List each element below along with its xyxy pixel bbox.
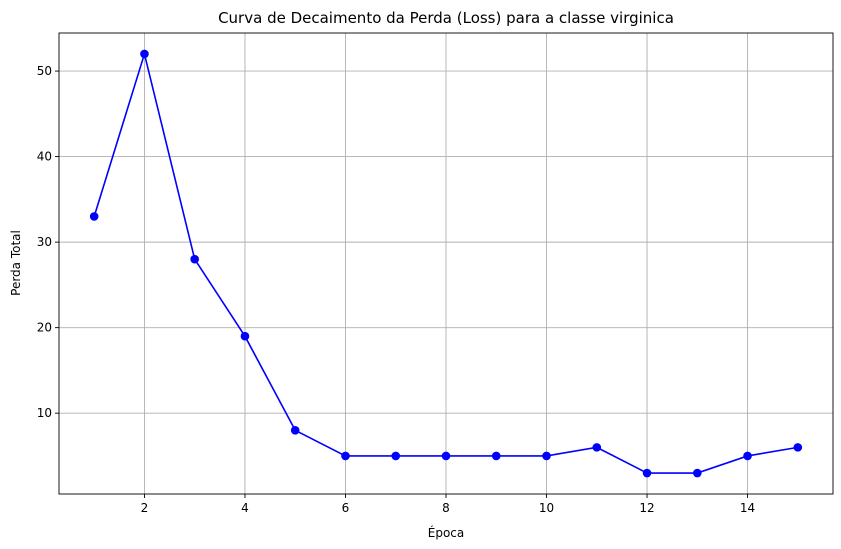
y-tick-label: 30	[37, 235, 52, 249]
ticks: 2 4 6 8 10 12 14 10 20 30 40 50	[37, 64, 755, 515]
loss-point	[441, 451, 451, 461]
x-tick-label: 14	[740, 501, 755, 515]
series-layer	[89, 49, 803, 478]
loss-point	[89, 212, 99, 221]
grid	[59, 33, 833, 494]
x-tick-label: 2	[141, 501, 149, 515]
loss-point	[542, 451, 551, 461]
x-tick-label: 6	[342, 501, 350, 515]
loss-point	[743, 451, 752, 461]
x-tick-label: 4	[241, 501, 249, 515]
loss-point	[692, 468, 702, 478]
loss-point	[491, 451, 501, 461]
loss-point	[793, 443, 803, 452]
x-tick-label: 12	[639, 501, 654, 515]
loss-point	[290, 425, 300, 435]
chart-title: Curva de Decaimento da Perda (Loss) para…	[218, 9, 674, 27]
loss-point	[190, 254, 200, 264]
x-axis-label: Época	[428, 525, 465, 540]
loss-point	[240, 331, 250, 341]
y-axis-label: Perda Total	[9, 230, 23, 296]
y-tick-label: 40	[37, 150, 52, 164]
x-tick-label: 8	[442, 501, 450, 515]
y-tick-label: 20	[37, 321, 52, 335]
loss-point	[341, 451, 350, 461]
loss-point	[642, 468, 652, 478]
loss-point	[592, 443, 602, 452]
loss-point	[140, 49, 149, 59]
loss-point	[391, 451, 401, 461]
y-tick-label: 50	[37, 64, 52, 78]
y-tick-label: 10	[37, 406, 52, 420]
x-tick-label: 10	[539, 501, 554, 515]
